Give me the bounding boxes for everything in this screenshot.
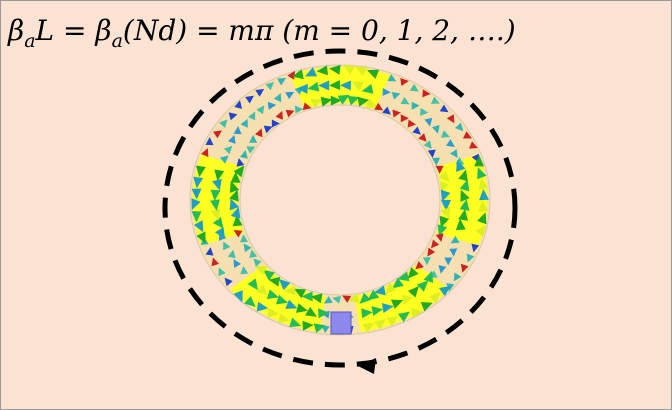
equation-part: β (94, 14, 111, 47)
equation-part: β (7, 14, 24, 47)
page: βaL = βa(Nd) = mπ (m = 0, 1, 2, ….) (() … (0, 0, 672, 410)
equation: βaL = βa(Nd) = mπ (m = 0, 1, 2, ….) (7, 14, 516, 52)
background (1, 1, 672, 410)
equation-subscript: a (112, 30, 123, 52)
equation-part: (Nd) = mπ (m = 0, 1, 2, ….) (123, 14, 516, 47)
equation-part: L = (35, 14, 96, 47)
figure: βaL = βa(Nd) = mπ (m = 0, 1, 2, ….) (0, 0, 672, 410)
equation-subscript: a (24, 30, 35, 52)
coupling-port (331, 312, 351, 334)
